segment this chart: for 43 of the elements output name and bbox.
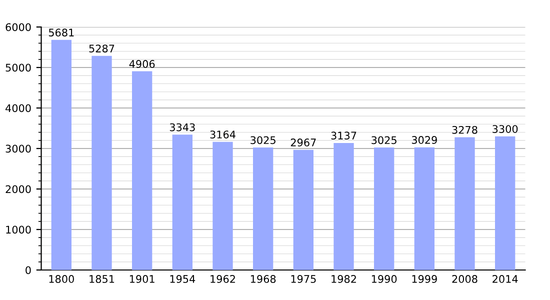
x-tick-label: 1990 xyxy=(372,275,397,283)
y-tick-label: 0 xyxy=(26,266,31,274)
bar xyxy=(454,137,475,270)
bar xyxy=(92,56,112,270)
x-tick-label: 1954 xyxy=(170,275,196,283)
data-label: 3025 xyxy=(250,136,276,144)
y-tick-label: 4000 xyxy=(6,104,31,112)
x-tick-label: 2008 xyxy=(452,275,478,283)
data-label: 3025 xyxy=(372,136,396,144)
x-tick-label: 1982 xyxy=(332,275,356,283)
data-label: 3300 xyxy=(492,125,518,133)
bar xyxy=(212,142,233,270)
x-tick-label: 1800 xyxy=(49,275,74,283)
y-tick-label: 3000 xyxy=(6,144,31,153)
bar xyxy=(132,71,152,270)
x-tick-label: 1975 xyxy=(291,275,316,283)
data-label: 3137 xyxy=(331,132,356,140)
bar xyxy=(172,134,192,270)
bar xyxy=(374,147,394,270)
y-tick-label: 2000 xyxy=(6,185,31,194)
bar xyxy=(51,40,72,270)
bar xyxy=(253,147,274,270)
x-tick-label: 1901 xyxy=(130,275,154,283)
data-label: 3343 xyxy=(170,123,195,132)
y-tick-label: 5000 xyxy=(6,64,31,72)
data-label: 5681 xyxy=(48,28,74,37)
y-tick-label: 1000 xyxy=(6,226,31,234)
x-tick-label: 2014 xyxy=(492,275,518,283)
data-label: 2967 xyxy=(290,138,316,146)
data-label: 3278 xyxy=(452,126,478,134)
data-label: 3029 xyxy=(412,136,437,144)
x-tick-label: 1968 xyxy=(250,275,276,283)
bar xyxy=(414,147,434,270)
bar xyxy=(334,142,354,270)
bar xyxy=(495,136,516,270)
data-label: 5287 xyxy=(89,44,114,52)
data-label: 3164 xyxy=(210,130,236,138)
x-tick-label: 1851 xyxy=(90,275,114,283)
data-label: 4906 xyxy=(129,60,155,68)
x-tick-label: 1962 xyxy=(210,275,235,283)
bar xyxy=(293,150,314,270)
y-tick-label: 6000 xyxy=(6,23,31,32)
x-tick-label: 1999 xyxy=(412,275,437,283)
